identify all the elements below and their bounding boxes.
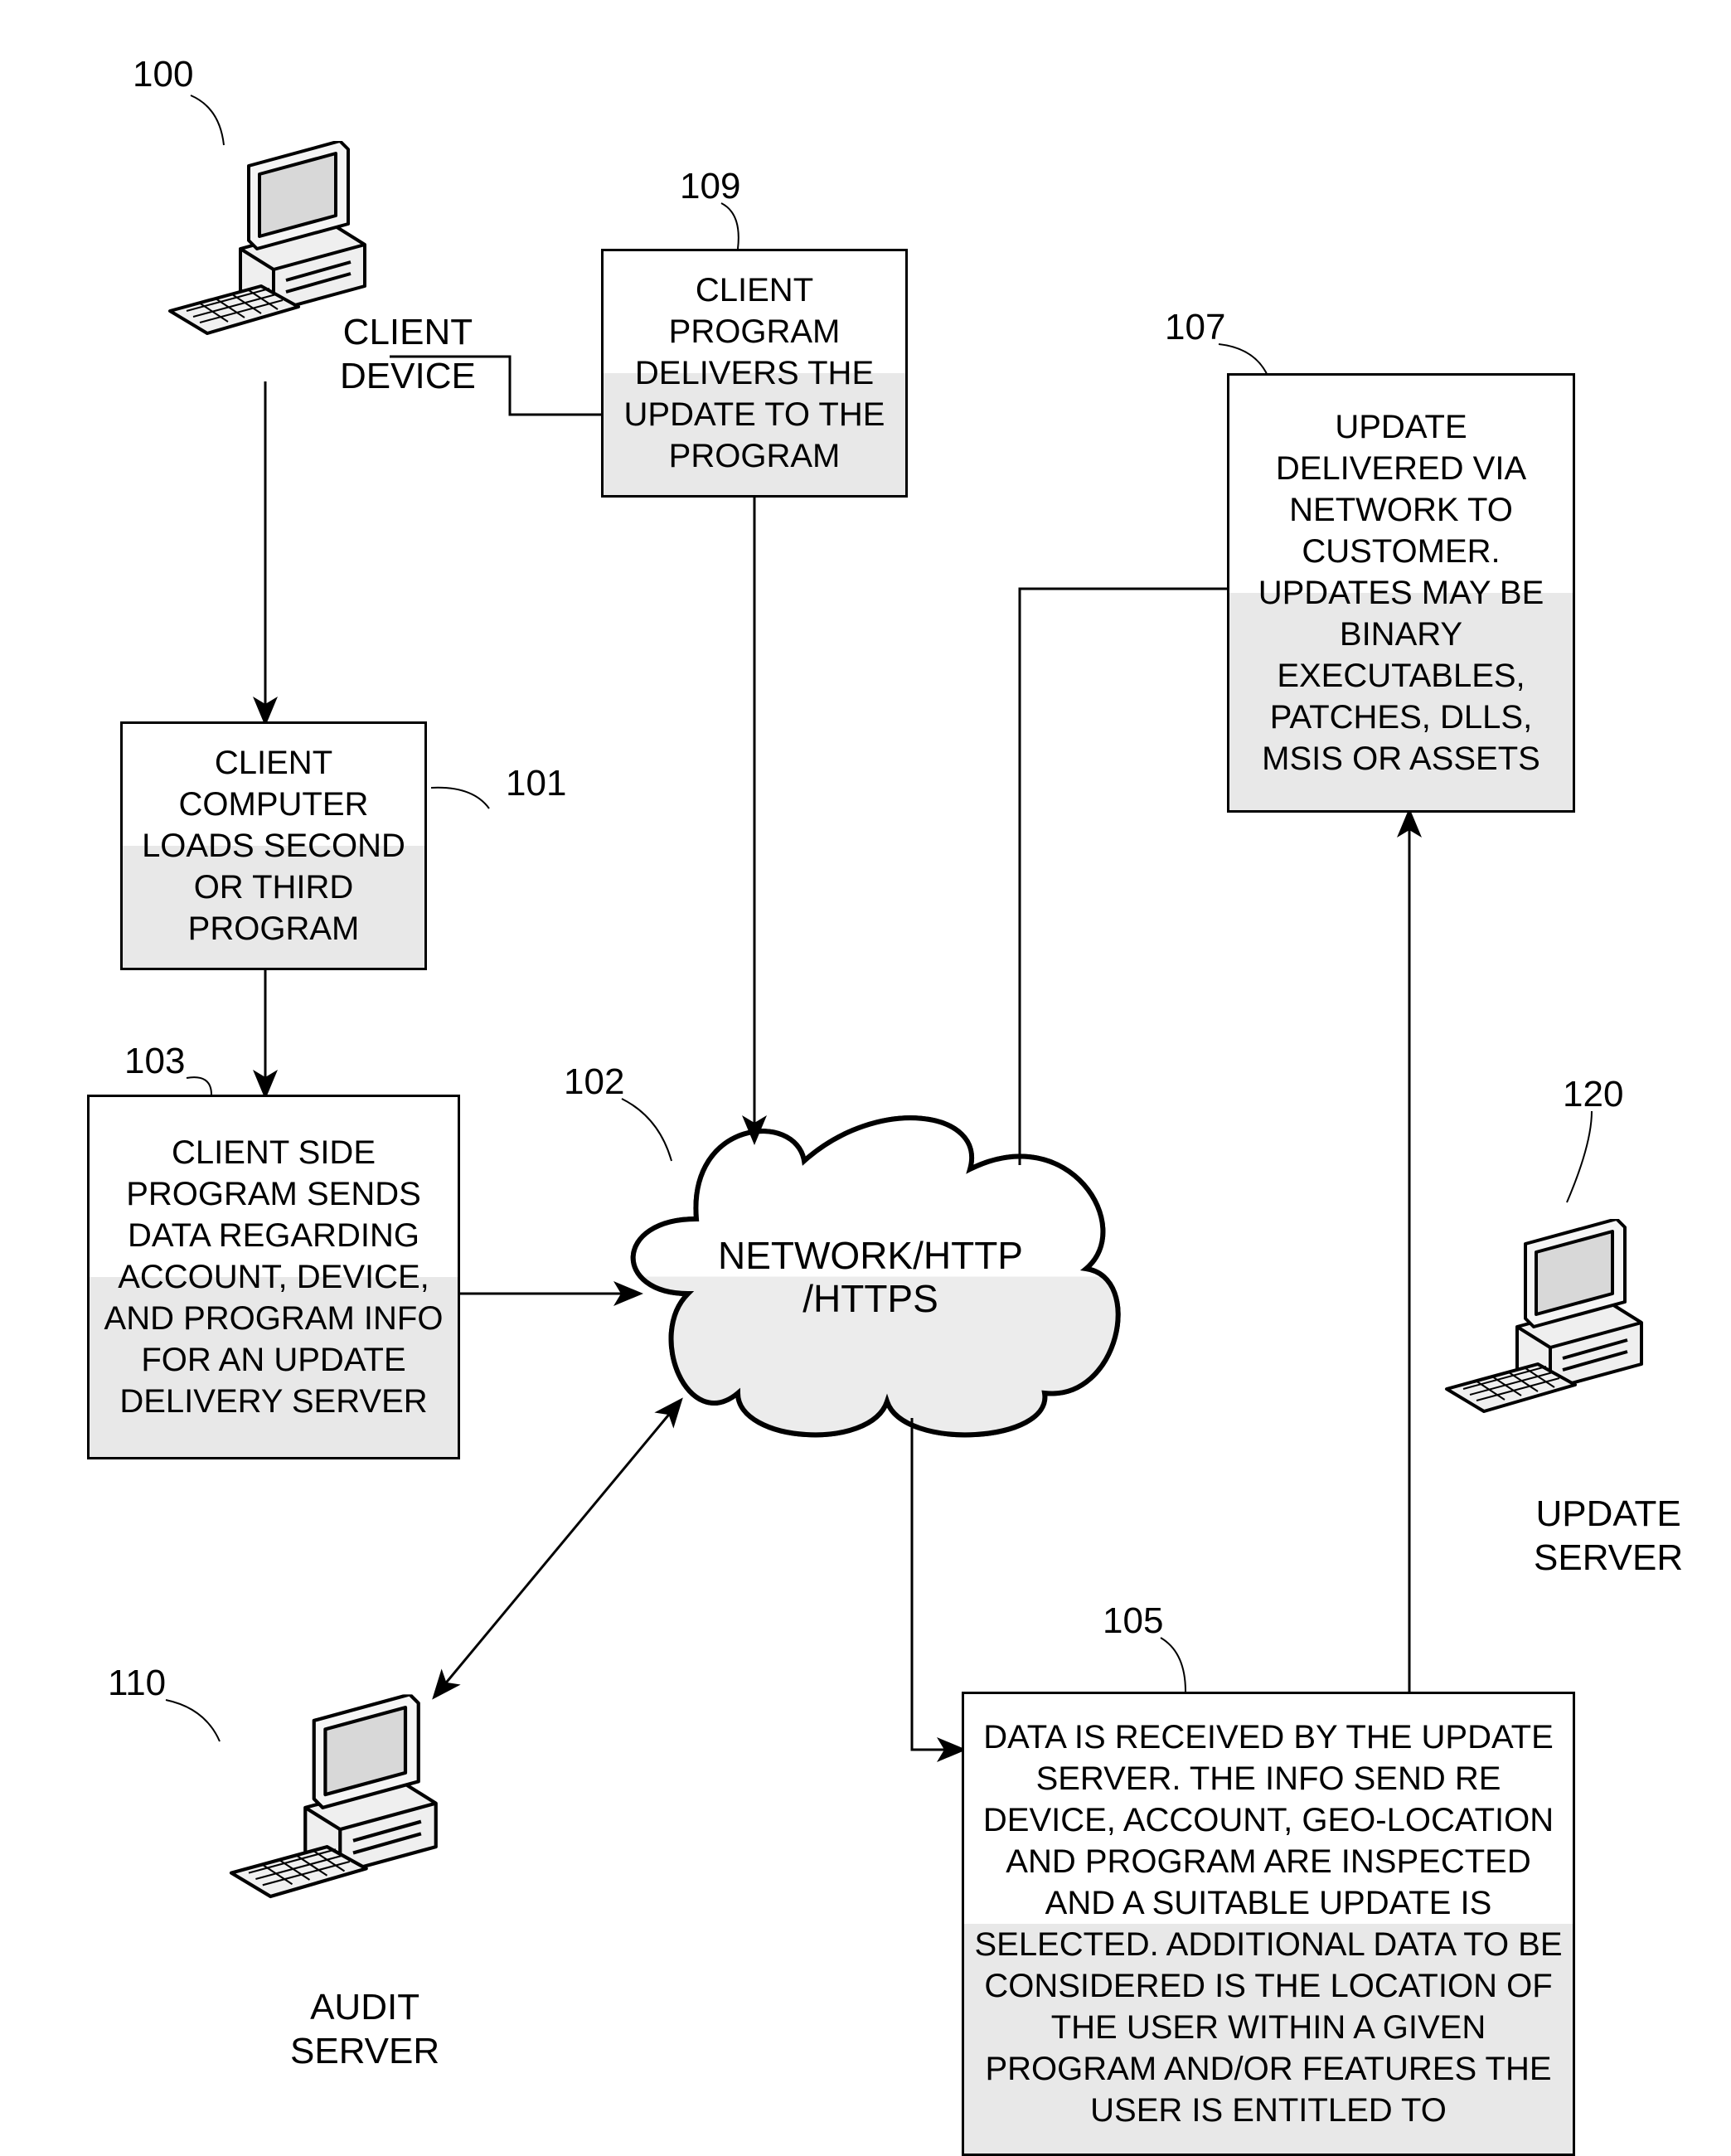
box-n107: UPDATE DELIVERED VIA NETWORK TO CUSTOMER… [1227,373,1575,813]
computer-n110 [223,1694,449,1925]
edge-n102-n107 [1020,589,1227,1165]
edge-n102-n110 [435,1401,680,1696]
svg-text:NETWORK/HTTP/HTTPS: NETWORK/HTTP/HTTPS [718,1234,1023,1320]
refnum-100: 100 [133,54,193,95]
refnum-102: 102 [564,1061,624,1103]
computer-n120 [1438,1219,1654,1439]
refnum-105: 105 [1103,1600,1163,1642]
refnum-103: 103 [124,1041,185,1082]
box-n101: CLIENT COMPUTER LOADS SECOND OR THIRD PR… [120,721,427,970]
refnum-107: 107 [1165,307,1225,348]
label-n110: AUDITSERVER [290,1986,439,2074]
refnum-109: 109 [680,166,740,207]
box-n105: DATA IS RECEIVED BY THE UPDATE SERVER. T… [962,1692,1575,2156]
box-n109: CLIENT PROGRAM DELIVERS THE UPDATE TO TH… [601,249,908,498]
edge-n102-n105 [912,1418,962,1750]
label-n100: CLIENTDEVICE [340,311,476,399]
refnum-101: 101 [506,763,566,804]
refnum-110: 110 [108,1663,166,1704]
diagram-canvas: NETWORK/HTTP/HTTPS 100CL [0,0,1731,2096]
box-n103: CLIENT SIDE PROGRAM SENDS DATA REGARDING… [87,1095,460,1459]
refnum-120: 120 [1563,1074,1623,1115]
label-n120: UPDATESERVER [1534,1493,1683,1581]
